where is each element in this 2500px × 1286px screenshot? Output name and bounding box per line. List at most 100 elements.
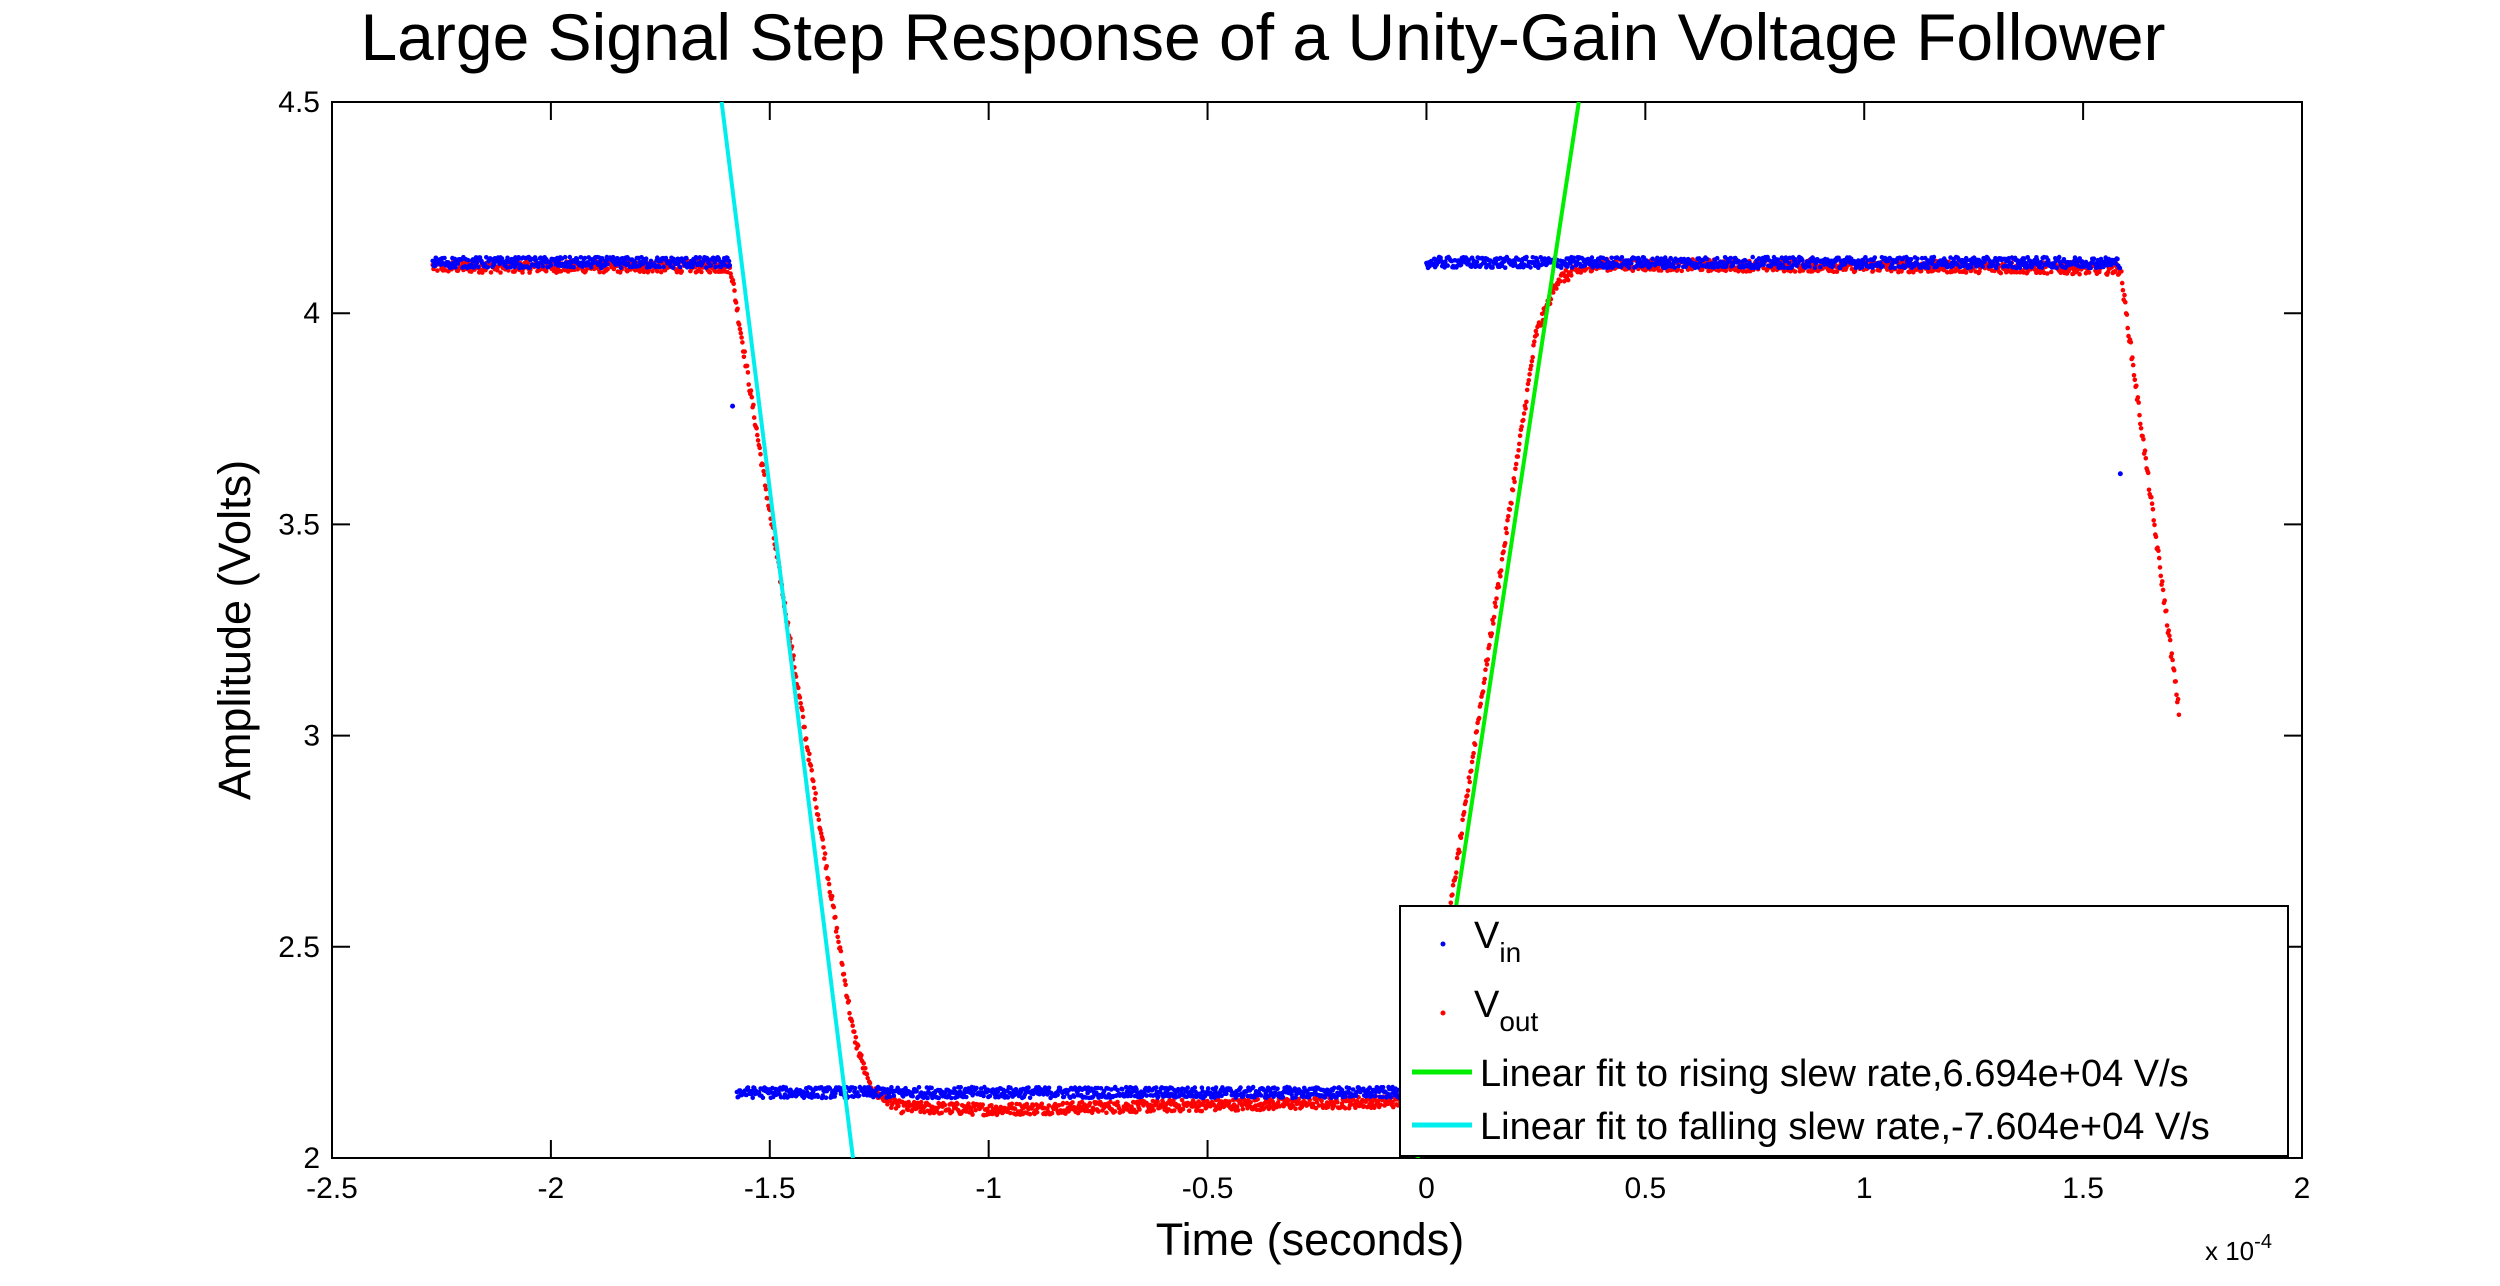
vout-point [811, 778, 816, 784]
vin-point [1775, 257, 1781, 263]
vin-point [1594, 260, 1599, 266]
vin-point [2054, 265, 2060, 271]
vout-point [827, 889, 833, 895]
vin-point [1736, 258, 1741, 264]
vout-point [1527, 372, 1532, 377]
legend-label-vout-base: V [1474, 984, 1500, 1026]
vin-point [910, 1093, 915, 1099]
vin-point [2101, 264, 2106, 270]
vout-point [1286, 1098, 1291, 1103]
vout-point [826, 876, 831, 882]
vout-point [1723, 268, 1729, 274]
vout-point [488, 270, 494, 275]
vout-point [1963, 270, 1969, 275]
vout-point [918, 1099, 924, 1105]
vout-point [2077, 271, 2082, 277]
vout-point [1524, 399, 1529, 405]
vout-point [1457, 849, 1462, 855]
vout-point [1498, 568, 1504, 573]
vin-point [2039, 265, 2045, 270]
vout-point [1335, 1099, 1340, 1105]
vout-point [2166, 628, 2171, 633]
y-tick-label: 4.5 [278, 86, 320, 119]
vout-point [2146, 487, 2152, 493]
vout-point [1459, 831, 1465, 836]
vout-point [1492, 600, 1498, 606]
vout-point [2176, 712, 2182, 718]
vin-point [949, 1095, 954, 1101]
vout-point [1998, 270, 2004, 276]
vout-point [835, 934, 840, 940]
vout-point [826, 881, 832, 887]
vout-point [1483, 667, 1488, 672]
vin-point [1812, 265, 1818, 271]
vout-point [1482, 676, 1487, 682]
vin-point [697, 255, 703, 260]
vout-point [942, 1102, 948, 1108]
vout-point [1512, 479, 1517, 485]
vout-point [1112, 1109, 1118, 1114]
vin-point [548, 263, 554, 268]
vout-point [811, 785, 817, 791]
vin-point [815, 1094, 821, 1100]
vin-point [582, 255, 588, 261]
vout-point [1494, 596, 1499, 601]
vout-point [1009, 1101, 1015, 1107]
vin-point [1372, 1093, 1378, 1099]
vin-point [1728, 255, 1733, 261]
vin-point [1071, 1094, 1077, 1099]
vout-point [812, 796, 818, 802]
vout-point [2157, 565, 2163, 570]
vout-point [1378, 1102, 1383, 1107]
y-tick-label: 2.5 [278, 931, 320, 964]
vin-point [1524, 254, 1529, 260]
vin-point [929, 1085, 934, 1091]
vout-point [1977, 269, 1982, 274]
vin-point [727, 263, 733, 268]
vout-point [859, 1052, 864, 1058]
vout-point [900, 1109, 906, 1115]
vout-point [1554, 286, 1559, 291]
vin-point [1388, 1095, 1394, 1100]
legend: Vin Vout Linear fit to rising slew rate,… [1399, 905, 2289, 1157]
vout-point [949, 1109, 955, 1114]
vin-point [1128, 1093, 1134, 1099]
vout-point [1087, 1101, 1093, 1106]
vout-point [2086, 270, 2092, 275]
vin-point [484, 254, 489, 260]
vout-point [806, 757, 811, 763]
x-tick-label: -1 [975, 1172, 1002, 1205]
vout-point [762, 472, 767, 478]
vin-point [705, 256, 710, 262]
vout-point [837, 945, 843, 950]
vin-point [2088, 265, 2093, 271]
vin-point [1055, 1092, 1060, 1098]
vout-point [818, 831, 824, 836]
vout-point [1504, 530, 1509, 536]
vin-point [1258, 1093, 1264, 1098]
vout-point [2175, 696, 2181, 702]
vin-point [1639, 259, 1644, 265]
vout-point [761, 468, 766, 474]
vout-point [739, 335, 744, 340]
vout-point [1331, 1103, 1337, 1108]
vout-point [2112, 269, 2118, 274]
vin-point [916, 1085, 922, 1090]
vout-point [833, 929, 839, 934]
vin-point [1676, 263, 1681, 269]
vin-point [1144, 1093, 1149, 1098]
vout-point [543, 268, 549, 274]
vout-point [658, 269, 664, 275]
vout-point [1465, 788, 1471, 793]
vout-point [2137, 412, 2142, 418]
vout-point [2167, 633, 2172, 638]
vout-point [1487, 642, 1492, 648]
vin-point [562, 254, 568, 260]
vout-point [597, 269, 602, 275]
vin-point [1367, 1085, 1372, 1090]
vout-point [855, 1043, 861, 1048]
vin-point [1750, 254, 1755, 260]
vout-point [1293, 1106, 1298, 1112]
vout-point [1491, 621, 1496, 626]
vout-point [2141, 437, 2146, 442]
